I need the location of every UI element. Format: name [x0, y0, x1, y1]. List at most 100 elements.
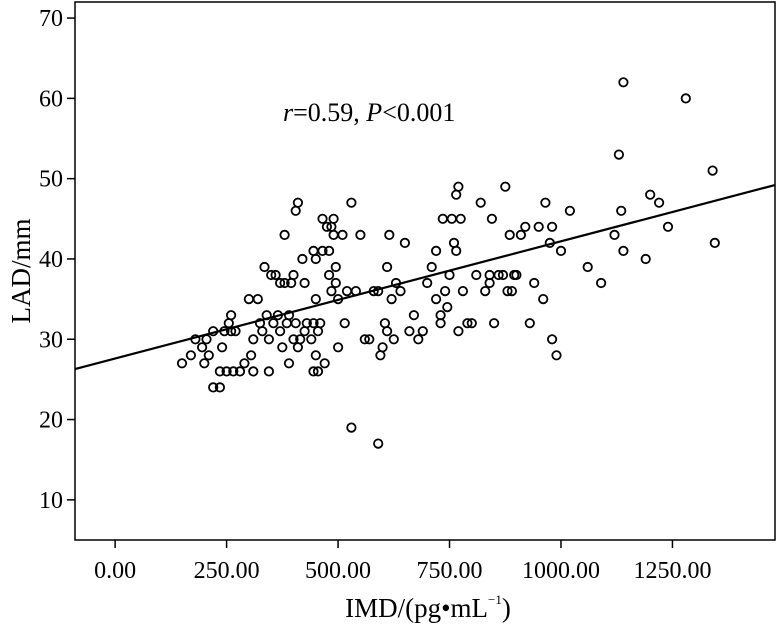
data-point: [500, 181, 511, 192]
data-point: [613, 149, 625, 160]
x-axis-ticks: 0.00 250.00 500.00 750.00 1000.00 1250.00: [94, 540, 711, 584]
data-point: [430, 245, 442, 256]
data-point: [435, 318, 446, 329]
data-point: [326, 285, 337, 297]
data-point: [270, 269, 281, 281]
data-point: [546, 334, 558, 345]
data-point: [408, 310, 419, 321]
data-point: [618, 245, 629, 256]
data-point: [388, 334, 399, 345]
data-point: [221, 366, 232, 377]
data-point: [616, 205, 627, 216]
data-point: [310, 293, 321, 305]
data-point: [381, 261, 393, 273]
y-tick-label: 50: [39, 167, 63, 193]
data-point: [546, 221, 558, 232]
data-point: [375, 350, 386, 361]
data-point: [317, 245, 328, 256]
data-point: [197, 342, 208, 353]
data-point: [223, 318, 234, 329]
data-point: [288, 334, 299, 345]
data-point: [359, 334, 370, 345]
data-point: [279, 277, 290, 289]
data-points: [176, 77, 720, 449]
data-point: [308, 318, 319, 329]
data-point: [274, 326, 286, 337]
data-point: [339, 318, 350, 329]
data-point: [437, 213, 448, 224]
data-point: [540, 197, 551, 208]
data-point: [386, 293, 397, 305]
x-tick-label: 1000.00: [522, 558, 600, 584]
data-point: [328, 213, 339, 224]
r-symbol: r: [283, 98, 294, 127]
data-point: [373, 438, 384, 449]
y-tick-label: 20: [39, 408, 63, 434]
data-point: [384, 229, 395, 240]
data-point: [328, 229, 339, 240]
data-point: [533, 221, 544, 232]
data-point: [243, 293, 254, 305]
data-point: [239, 358, 250, 369]
data-point: [317, 213, 328, 224]
data-point: [404, 326, 415, 337]
data-point: [529, 277, 540, 289]
x-tick-label: 500.00: [305, 558, 371, 584]
data-point: [480, 285, 491, 297]
data-point: [310, 350, 321, 361]
data-point: [609, 229, 620, 240]
data-point: [246, 350, 257, 361]
y-tick-label: 40: [39, 247, 63, 273]
data-point: [504, 229, 515, 240]
data-point: [330, 261, 341, 273]
data-point: [462, 318, 473, 329]
data-point: [277, 342, 288, 353]
data-point: [234, 366, 246, 377]
x-tick-label: 250.00: [194, 558, 260, 584]
x-axis-title-sup: −1: [488, 592, 502, 607]
data-point: [511, 269, 522, 281]
data-point: [323, 245, 335, 256]
data-point: [364, 334, 375, 345]
data-point: [301, 318, 312, 329]
data-point: [199, 358, 210, 369]
data-point: [208, 382, 219, 393]
data-point: [515, 229, 527, 240]
data-point: [538, 293, 549, 305]
data-point: [295, 334, 306, 345]
data-point: [502, 285, 513, 297]
data-point: [259, 261, 270, 273]
data-point: [330, 277, 341, 289]
x-axis-title: IMD/(pg•mL−1): [345, 592, 511, 623]
data-point: [426, 261, 437, 273]
data-point: [268, 318, 279, 329]
y-tick-label: 10: [39, 488, 63, 514]
data-point: [453, 181, 464, 192]
x-tick-label: 0.00: [94, 558, 136, 584]
data-point: [448, 237, 460, 248]
plot-frame: [74, 1, 776, 541]
data-point: [292, 342, 303, 353]
data-point: [176, 358, 188, 369]
data-point: [395, 285, 406, 297]
data-point: [551, 350, 562, 361]
data-point: [226, 310, 237, 321]
data-point: [299, 326, 310, 337]
data-point: [292, 197, 303, 208]
data-point: [662, 221, 674, 232]
data-point: [248, 334, 259, 345]
data-point: [214, 366, 225, 377]
data-point: [377, 342, 388, 353]
data-point: [274, 277, 286, 289]
data-point: [466, 318, 477, 329]
data-point: [281, 318, 292, 329]
data-point: [422, 277, 433, 289]
y-tick-label: 70: [39, 6, 63, 32]
data-point: [323, 269, 335, 281]
x-axis-title-main: IMD/(pg•mL: [345, 593, 488, 623]
data-point: [488, 318, 500, 329]
data-point: [346, 197, 357, 208]
data-point: [430, 293, 442, 305]
data-point: [451, 189, 462, 200]
correlation-annotation: r=0.59, P<0.001: [283, 98, 455, 127]
